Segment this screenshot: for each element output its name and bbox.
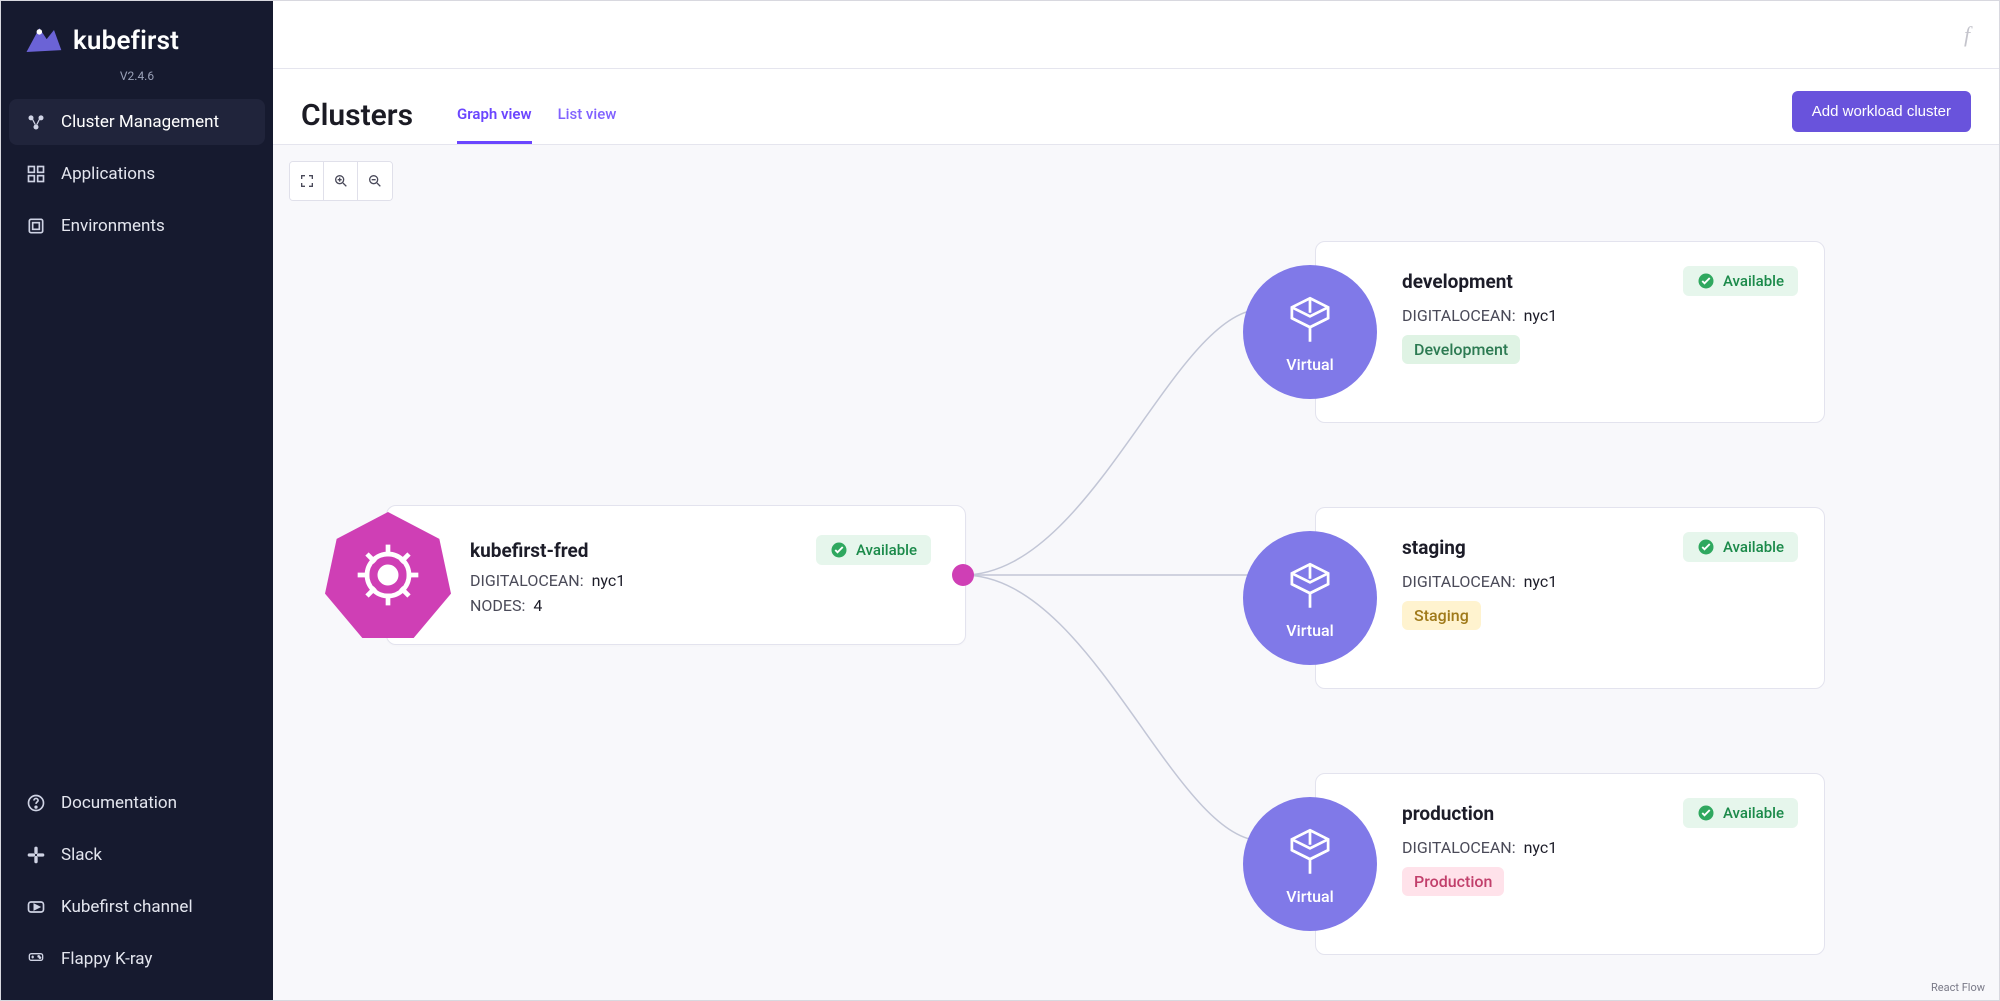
graph-canvas[interactable]: kubefirst-fred Available DIGITALOCEAN: n… bbox=[273, 145, 1999, 1000]
sidebar-item-label: Slack bbox=[61, 845, 102, 865]
workload-name: production bbox=[1402, 802, 1494, 825]
view-tabs: Graph view List view bbox=[457, 87, 616, 144]
virtual-label: Virtual bbox=[1286, 355, 1333, 374]
virtual-circle-icon: Virtual bbox=[1243, 797, 1377, 931]
management-hex-icon bbox=[318, 505, 458, 645]
sidebar-item-label: Flappy K-ray bbox=[61, 949, 152, 969]
status-text: Available bbox=[1723, 538, 1784, 556]
zoom-out-button[interactable] bbox=[358, 162, 392, 200]
main: f Clusters Graph view List view Add work… bbox=[273, 1, 1999, 1000]
virtual-circle-icon: Virtual bbox=[1243, 265, 1377, 399]
brand-logo-icon bbox=[21, 19, 65, 63]
nodes-label: NODES: bbox=[470, 596, 525, 615]
check-circle-icon bbox=[1697, 804, 1715, 822]
zoom-in-button[interactable] bbox=[324, 162, 358, 200]
flappy-icon[interactable]: f bbox=[1955, 21, 1979, 49]
environment-tag: Development bbox=[1402, 335, 1520, 364]
provider-region: nyc1 bbox=[1524, 572, 1558, 591]
environment-tag: Staging bbox=[1402, 601, 1481, 630]
sidebar-footer: Documentation Slack Kubefirst channel Fl… bbox=[9, 780, 265, 982]
check-circle-icon bbox=[1697, 538, 1715, 556]
workload-node-staging[interactable]: Virtual staging Available DIGITALOCEAN: … bbox=[1243, 507, 1825, 689]
check-circle-icon bbox=[830, 541, 848, 559]
provider-label: DIGITALOCEAN: bbox=[1402, 572, 1516, 591]
sidebar-item-applications[interactable]: Applications bbox=[9, 151, 265, 197]
slack-icon bbox=[25, 844, 47, 866]
provider-region: nyc1 bbox=[1524, 306, 1558, 325]
virtual-label: Virtual bbox=[1286, 621, 1333, 640]
add-workload-cluster-button[interactable]: Add workload cluster bbox=[1792, 91, 1971, 132]
workload-name: development bbox=[1402, 270, 1513, 293]
workload-node-production[interactable]: Virtual production Available DIGITALOCEA… bbox=[1243, 773, 1825, 955]
status-text: Available bbox=[1723, 272, 1784, 290]
management-cluster-name: kubefirst-fred bbox=[470, 539, 589, 562]
gamepad-icon bbox=[25, 948, 47, 970]
status-text: Available bbox=[1723, 804, 1784, 822]
sidebar-item-environments[interactable]: Environments bbox=[9, 203, 265, 249]
cluster-icon bbox=[25, 111, 47, 133]
virtual-circle-icon: Virtual bbox=[1243, 531, 1377, 665]
provider-region: nyc1 bbox=[592, 571, 626, 590]
brand-version: V2.4.6 bbox=[9, 69, 265, 83]
status-badge: Available bbox=[1683, 798, 1798, 828]
environment-tag: Production bbox=[1402, 867, 1504, 896]
sidebar-item-documentation[interactable]: Documentation bbox=[9, 780, 265, 826]
virtual-label: Virtual bbox=[1286, 887, 1333, 906]
provider-label: DIGITALOCEAN: bbox=[470, 571, 584, 590]
youtube-icon bbox=[25, 896, 47, 918]
sidebar-item-label: Documentation bbox=[61, 793, 177, 813]
management-cluster-node[interactable]: kubefirst-fred Available DIGITALOCEAN: n… bbox=[386, 505, 966, 645]
check-circle-icon bbox=[1697, 272, 1715, 290]
management-connector-dot bbox=[952, 564, 974, 586]
sidebar: kubefirst V2.4.6 Cluster Management Appl… bbox=[1, 1, 273, 1000]
brand-name: kubefirst bbox=[73, 26, 179, 56]
status-text: Available bbox=[856, 541, 917, 559]
nodes-count: 4 bbox=[533, 596, 542, 615]
provider-label: DIGITALOCEAN: bbox=[1402, 306, 1516, 325]
workload-name: staging bbox=[1402, 536, 1466, 559]
sidebar-nav: Cluster Management Applications Environm… bbox=[9, 99, 265, 249]
sidebar-item-flappy-kray[interactable]: Flappy K-ray bbox=[9, 936, 265, 982]
tab-graph-view[interactable]: Graph view bbox=[457, 105, 532, 144]
topbar: f bbox=[273, 1, 1999, 69]
sidebar-item-label: Cluster Management bbox=[61, 112, 219, 132]
fit-view-button[interactable] bbox=[290, 162, 324, 200]
status-badge: Available bbox=[1683, 266, 1798, 296]
sidebar-item-label: Applications bbox=[61, 164, 155, 184]
help-icon bbox=[25, 792, 47, 814]
workload-node-development[interactable]: Virtual development Available DIGITALOCE… bbox=[1243, 241, 1825, 423]
environments-icon bbox=[25, 215, 47, 237]
sidebar-item-kubefirst-channel[interactable]: Kubefirst channel bbox=[9, 884, 265, 930]
status-badge: Available bbox=[816, 535, 931, 565]
sidebar-item-slack[interactable]: Slack bbox=[9, 832, 265, 878]
status-badge: Available bbox=[1683, 532, 1798, 562]
tab-list-view[interactable]: List view bbox=[558, 105, 617, 144]
page-title: Clusters bbox=[301, 98, 413, 133]
sidebar-item-cluster-management[interactable]: Cluster Management bbox=[9, 99, 265, 145]
sidebar-item-label: Kubefirst channel bbox=[61, 897, 193, 917]
sidebar-item-label: Environments bbox=[61, 216, 165, 236]
provider-region: nyc1 bbox=[1524, 838, 1558, 857]
graph-controls bbox=[289, 161, 393, 201]
header: Clusters Graph view List view Add worklo… bbox=[273, 69, 1999, 145]
apps-icon bbox=[25, 163, 47, 185]
brand: kubefirst bbox=[9, 19, 265, 71]
provider-label: DIGITALOCEAN: bbox=[1402, 838, 1516, 857]
